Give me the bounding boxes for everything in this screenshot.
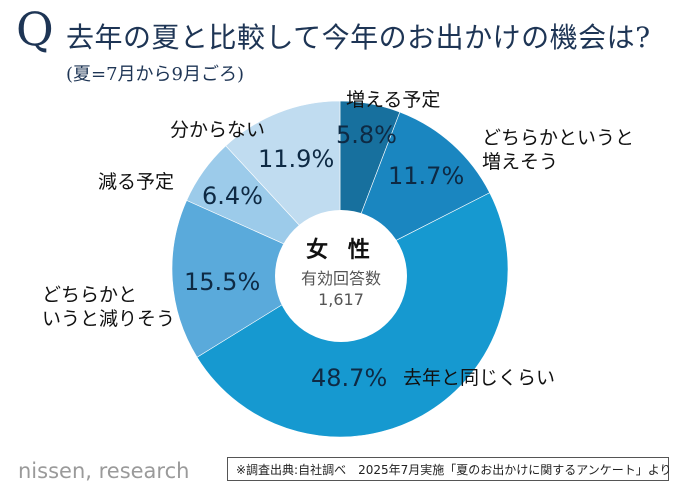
sample-label: 有効回答数 <box>300 269 381 288</box>
sample-count: 1,617 <box>318 290 364 309</box>
pct-increase-somewhat: 11.7% <box>388 162 465 190</box>
label-increase-somewhat-line2: 増えそう <box>482 151 559 173</box>
pct-same: 48.7% <box>311 364 388 392</box>
pct-decrease-somewhat: 15.5% <box>184 268 261 296</box>
label-increase-somewhat: どちらかというと 増えそう <box>482 126 634 174</box>
label-increase: 増える予定 <box>346 89 441 111</box>
pct-unknown: 11.9% <box>258 145 335 173</box>
label-decrease-somewhat: どちらかと いうと減りそう <box>42 283 175 331</box>
page-subtitle: (夏=7月から9月ごろ) <box>66 64 245 85</box>
brand-logo: nissen, research <box>18 459 190 483</box>
slice-3 <box>171 199 341 358</box>
pct-decrease: 6.4% <box>202 182 263 210</box>
pct-increase: 5.8% <box>336 121 397 149</box>
label-increase-somewhat-line1: どちらかというと <box>482 127 635 149</box>
label-decrease-somewhat-line1: どちらかと <box>42 284 138 306</box>
center-title: 女 性 <box>306 238 376 263</box>
center-sample: 有効回答数 1,617 <box>281 268 401 310</box>
donut-hole <box>275 210 407 342</box>
q-mark: Q <box>16 2 54 56</box>
label-same: 去年と同じくらい <box>403 367 556 389</box>
label-decrease: 減る予定 <box>98 171 175 193</box>
source-note: ※調査出典:自社調べ 2025年7月実施「夏のお出かけに関するアンケート」より <box>227 457 672 481</box>
label-decrease-somewhat-line2: いうと減りそう <box>42 308 176 330</box>
page-title: 去年の夏と比較して今年のお出かけの機会は? <box>66 21 651 54</box>
label-unknown: 分からない <box>170 119 266 141</box>
